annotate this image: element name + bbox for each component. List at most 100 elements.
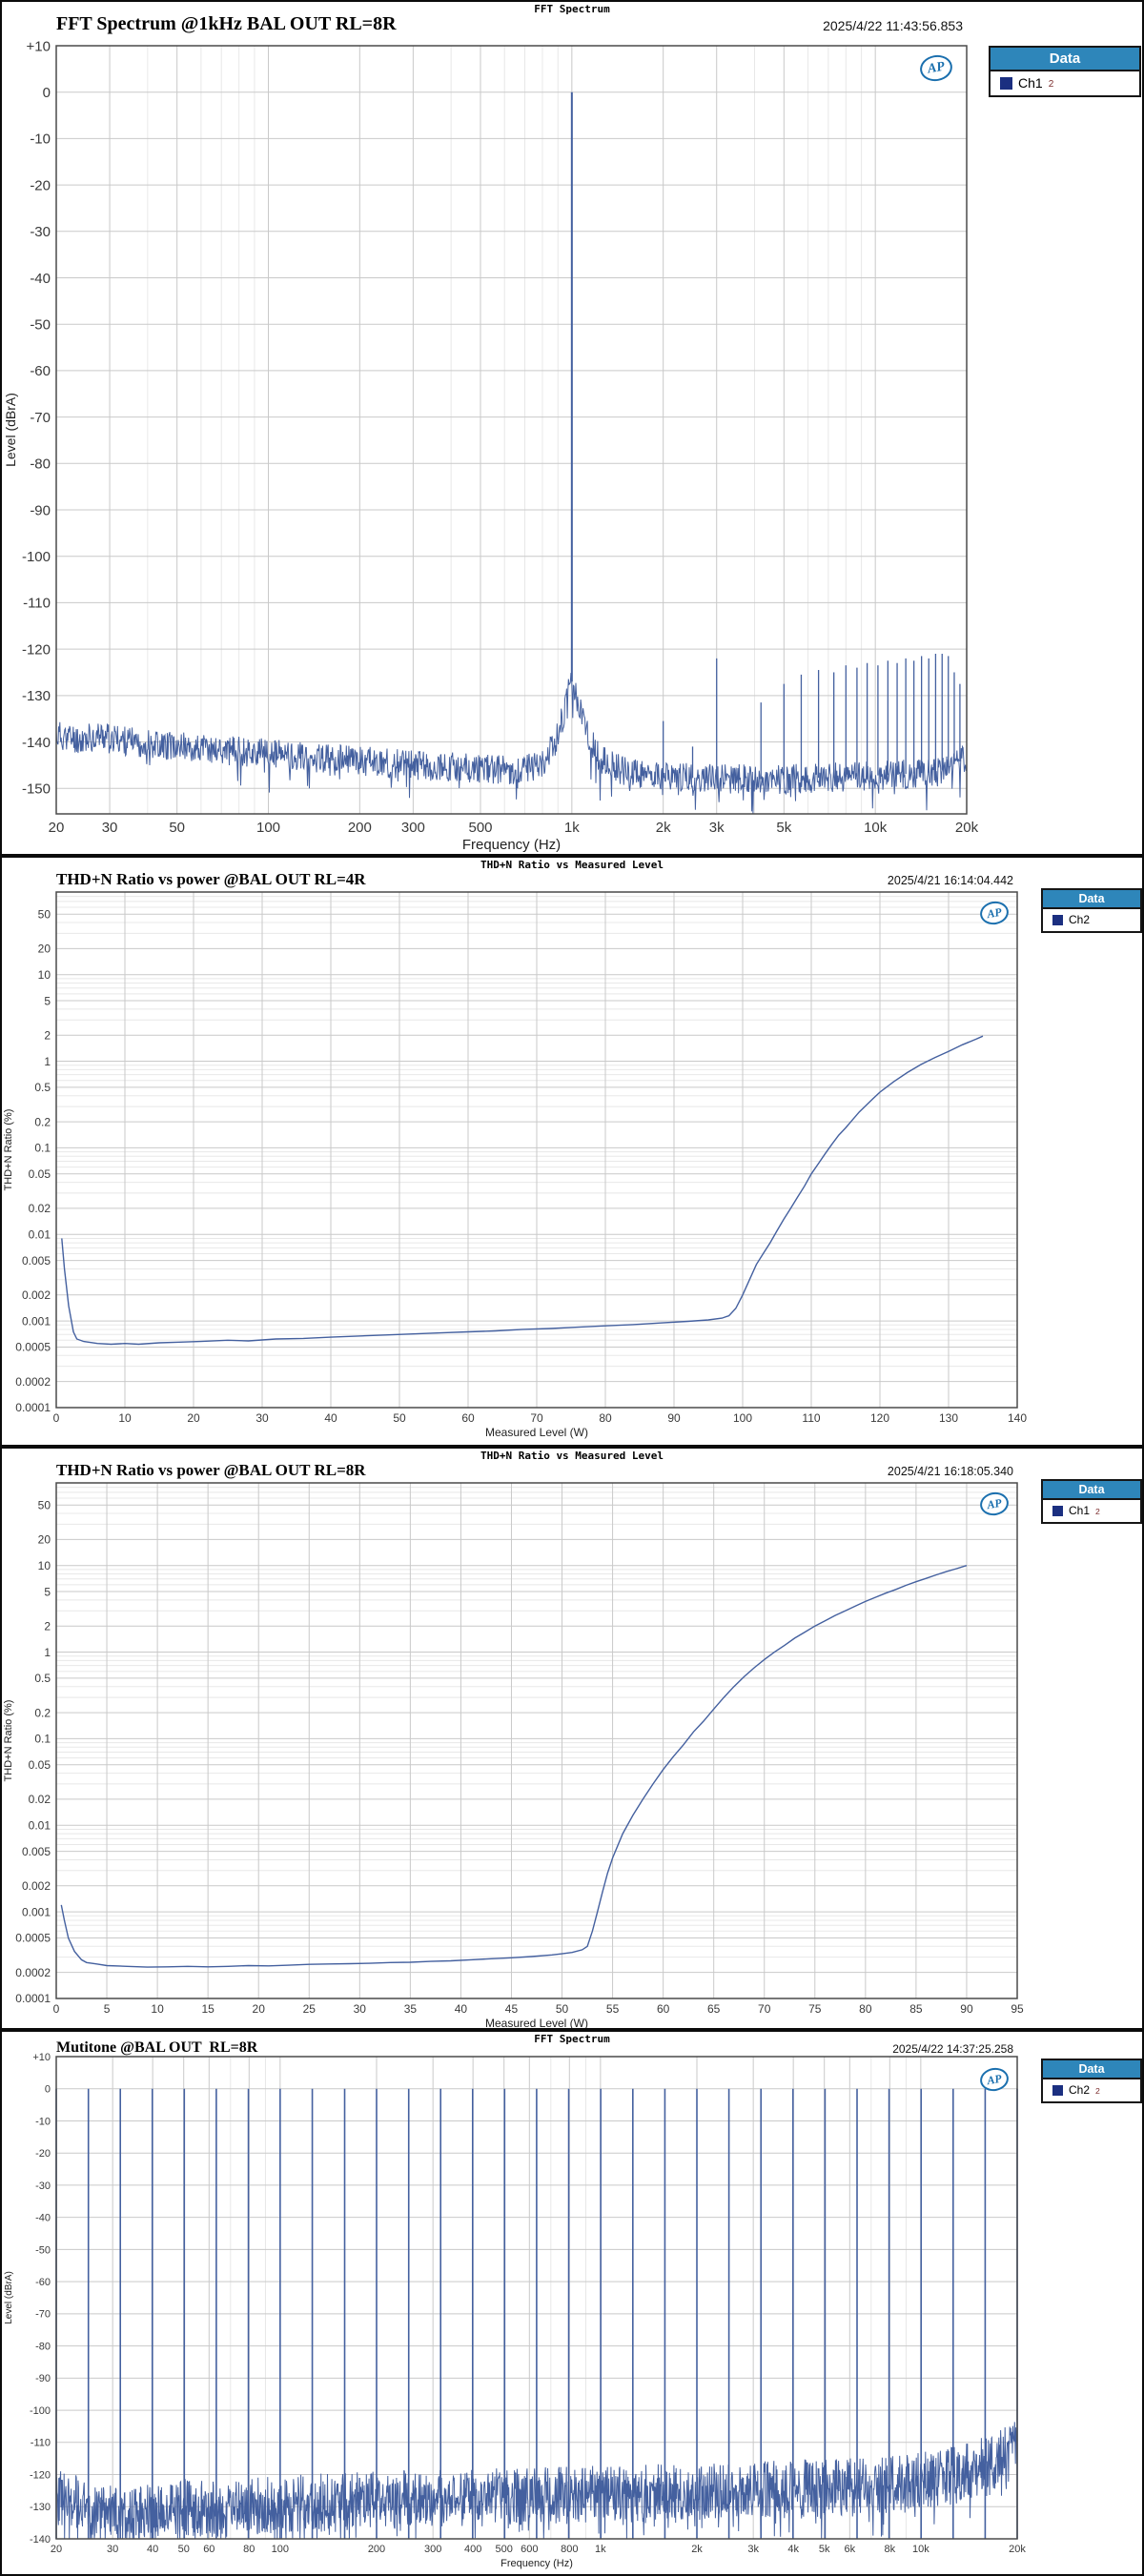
x-tick-label: 70	[530, 1411, 543, 1425]
legend-swatch	[1052, 1505, 1063, 1516]
chart-title: THD+N Ratio vs power @BAL OUT RL=8R	[56, 1461, 366, 1479]
x-tick-label: 200	[368, 2544, 385, 2555]
x-tick-label: 55	[606, 2002, 620, 2016]
x-tick-label: 4k	[787, 2544, 799, 2555]
legend-swatch	[1052, 2084, 1063, 2096]
y-tick-label: -10	[35, 2116, 51, 2127]
panel-thdn-8r: THD+N Ratio vs Measured Level THD+N Rati…	[0, 1447, 1144, 2030]
x-tick-label: 20k	[1009, 2544, 1026, 2555]
x-tick-label: 75	[808, 2002, 822, 2016]
y-tick-label: 50	[38, 907, 51, 921]
legend-header: Data	[1043, 890, 1140, 909]
x-axis-label: Frequency (Hz)	[500, 2558, 573, 2569]
legend-header: Data	[1043, 1481, 1140, 1500]
x-tick-label: 6k	[845, 2544, 856, 2555]
y-tick-label: 0.5	[34, 1672, 51, 1685]
legend-sub-label: 2	[1095, 2086, 1100, 2096]
y-tick-label: 1	[44, 1646, 51, 1659]
x-tick-label: 100	[256, 820, 280, 836]
y-tick-label: -20	[35, 2148, 51, 2160]
y-axis-label: Level (dBrA)	[4, 2271, 14, 2324]
x-tick-label: 3k	[709, 820, 725, 836]
x-tick-label: 100	[733, 1411, 752, 1425]
x-tick-label: 30	[102, 820, 118, 836]
y-tick-label: 0.02	[29, 1793, 51, 1806]
x-tick-label: 140	[1008, 1411, 1027, 1425]
y-tick-label: -30	[35, 2180, 51, 2192]
y-tick-label: 0.0002	[15, 1966, 51, 1979]
panel-thdn-4r: THD+N Ratio vs Measured Level THD+N Rati…	[0, 856, 1144, 1447]
x-tick-label: 70	[758, 2002, 771, 2016]
x-tick-label: 8k	[884, 2544, 895, 2555]
x-tick-label: 40	[324, 1411, 337, 1425]
x-tick-label: 120	[870, 1411, 889, 1425]
y-tick-label: 0.005	[22, 1254, 51, 1268]
y-tick-label: -130	[30, 2502, 51, 2513]
x-tick-label: 0	[53, 1411, 60, 1425]
x-tick-label: 60	[657, 2002, 670, 2016]
x-tick-label: 300	[424, 2544, 441, 2555]
x-tick-label: 600	[521, 2544, 538, 2555]
window-title: FFT Spectrum	[534, 3, 610, 15]
x-tick-label: 1k	[564, 820, 580, 836]
x-tick-label: 30	[354, 2002, 367, 2016]
y-tick-label: 20	[38, 943, 51, 956]
y-tick-label: 5	[44, 994, 51, 1007]
x-tick-label: 3k	[747, 2544, 759, 2555]
chart-title: Mutitone @BAL OUT RL=8R	[56, 2039, 258, 2056]
x-tick-label: 300	[401, 820, 425, 836]
x-tick-label: 400	[464, 2544, 481, 2555]
legend-item[interactable]: Ch2	[1043, 909, 1140, 931]
y-tick-label: 20	[38, 1533, 51, 1547]
x-tick-label: 15	[201, 2002, 214, 2016]
chart-title: FFT Spectrum @1kHz BAL OUT RL=8R	[56, 13, 397, 34]
x-tick-label: 10k	[912, 2544, 930, 2555]
x-tick-label: 60	[461, 1411, 475, 1425]
legend-box: Data Ch1 2	[989, 46, 1141, 97]
x-tick-label: 1k	[595, 2544, 606, 2555]
y-tick-label: -130	[22, 688, 51, 704]
x-tick-label: 40	[147, 2544, 158, 2555]
y-tick-label: -110	[31, 2438, 51, 2449]
legend-sub-label: 2	[1048, 79, 1054, 90]
legend-item[interactable]: Ch2 2	[1043, 2079, 1140, 2101]
y-tick-label: 0.1	[34, 1142, 51, 1155]
y-tick-label: +10	[32, 2052, 51, 2063]
x-tick-label: 10k	[864, 820, 888, 836]
y-tick-label: 5	[44, 1585, 51, 1598]
plot-canvas: 20 30 50 100 200 300 500 1k 2k 3k 5k 10k 20k +10 0 -10 -…	[3, 38, 979, 853]
y-tick-label: -50	[30, 316, 51, 333]
y-tick-label: 0.02	[29, 1202, 51, 1215]
panel-multitone-8r: FFT Spectrum Mutitone @BAL OUT RL=8R 202…	[0, 2030, 1144, 2576]
y-tick-label: -90	[30, 502, 51, 518]
x-tick-label: 130	[939, 1411, 958, 1425]
legend-box: Data Ch2 2	[1041, 2059, 1142, 2103]
x-tick-label: 20	[187, 1411, 200, 1425]
thdn-curve	[61, 1035, 984, 1346]
x-tick-label: 80	[859, 2002, 872, 2016]
x-tick-label: 500	[468, 820, 492, 836]
y-tick-label: 1	[44, 1055, 51, 1068]
legend-item[interactable]: Ch1 2	[991, 71, 1139, 95]
timestamp: 2025/4/22 11:43:56.853	[823, 18, 963, 33]
timestamp: 2025/4/22 14:37:25.258	[892, 2042, 1013, 2056]
y-tick-label: 0.0005	[15, 1932, 51, 1945]
x-axis-label: Frequency (Hz)	[462, 837, 561, 853]
y-tick-label: 2	[44, 1028, 51, 1042]
y-tick-label: 0.002	[22, 1288, 51, 1302]
x-tick-label: 60	[203, 2544, 214, 2555]
x-tick-label: 50	[393, 1411, 406, 1425]
y-tick-label: 0	[45, 2084, 51, 2096]
y-tick-label: -30	[30, 224, 51, 240]
y-tick-label: -70	[30, 410, 51, 426]
x-tick-label: 85	[909, 2002, 923, 2016]
legend-item[interactable]: Ch1 2	[1043, 1500, 1140, 1522]
y-tick-label: 50	[38, 1498, 51, 1511]
legend-label: Ch2	[1069, 913, 1091, 926]
y-tick-label: -80	[30, 456, 51, 473]
y-tick-label: -70	[35, 2309, 51, 2321]
legend-swatch	[1000, 76, 1012, 90]
y-tick-label: -100	[22, 549, 51, 565]
x-tick-label: 800	[561, 2544, 578, 2555]
y-tick-label: -50	[35, 2244, 51, 2256]
